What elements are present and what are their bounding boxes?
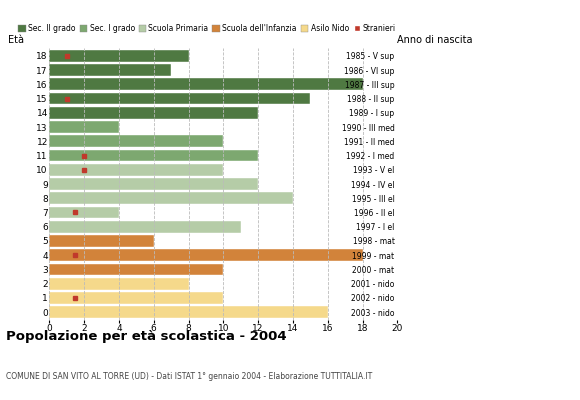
Bar xyxy=(49,278,188,290)
Text: Popolazione per età scolastica - 2004: Popolazione per età scolastica - 2004 xyxy=(6,330,287,343)
Bar xyxy=(49,150,258,161)
Text: Anno di nascita: Anno di nascita xyxy=(397,35,473,45)
Bar xyxy=(49,64,171,76)
Bar xyxy=(49,207,119,218)
Bar xyxy=(49,292,223,304)
Bar xyxy=(49,235,154,247)
Bar xyxy=(49,164,223,176)
Text: COMUNE DI SAN VITO AL TORRE (UD) - Dati ISTAT 1° gennaio 2004 - Elaborazione TUT: COMUNE DI SAN VITO AL TORRE (UD) - Dati … xyxy=(6,372,372,381)
Bar xyxy=(49,50,188,62)
Bar xyxy=(49,264,223,275)
Text: Età: Età xyxy=(8,35,24,45)
Bar xyxy=(49,93,310,104)
Bar xyxy=(49,136,223,147)
Bar xyxy=(49,306,328,318)
Bar xyxy=(49,178,258,190)
Bar xyxy=(49,192,293,204)
Bar xyxy=(49,107,258,119)
Bar xyxy=(49,221,241,232)
Bar xyxy=(49,249,363,261)
Bar xyxy=(49,78,363,90)
Legend: Sec. II grado, Sec. I grado, Scuola Primaria, Scuola dell'Infanzia, Asilo Nido, : Sec. II grado, Sec. I grado, Scuola Prim… xyxy=(19,24,396,33)
Bar xyxy=(49,121,119,133)
